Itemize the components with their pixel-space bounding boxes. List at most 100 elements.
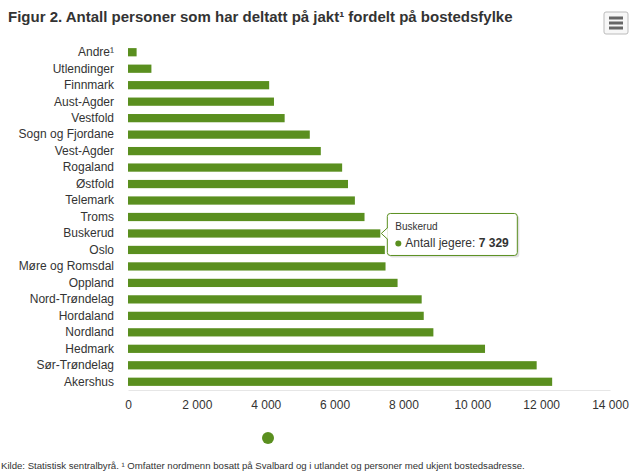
category-tick: Vest-Agder (55, 144, 128, 158)
category-tick: Nordland (65, 325, 128, 339)
bar[interactable] (128, 131, 310, 139)
category-tick: Telemark (65, 193, 128, 207)
x-axis: 0 2 000 4 000 6 000 8 000 10 000 12 000 14 000 (125, 390, 629, 412)
category-label: Østfold (76, 177, 114, 191)
y-axis: Andre¹ Utlendinger Finnmark Aust-Agder Vestf… (19, 45, 129, 391)
bar[interactable] (128, 361, 537, 369)
category-label: Utlendinger (53, 62, 114, 76)
tick-label: 4 000 (251, 398, 281, 412)
tick-label: 0 (125, 398, 132, 412)
tick-label: 12 000 (523, 398, 560, 412)
tick: 12 000 (523, 390, 560, 412)
tooltip-label: Antall jegere: (405, 236, 478, 250)
category-tick: Utlendinger (53, 62, 128, 76)
tick: 10 000 (454, 390, 491, 412)
bar[interactable] (128, 81, 269, 89)
chart: Figur 2. Antall personer som har deltatt… (0, 0, 633, 475)
category-label: Vestfold (71, 111, 114, 125)
bar[interactable] (128, 65, 151, 73)
category-label: Buskerud (63, 226, 114, 240)
tick-label: 8 000 (389, 398, 419, 412)
legend-symbol[interactable] (262, 432, 274, 444)
category-label: Sør-Trøndelag (36, 358, 114, 372)
tooltip: Buskerud Antall jegere: 7 329 (381, 213, 519, 257)
bar[interactable] (128, 114, 285, 122)
category-tick: Oslo (89, 243, 128, 257)
bar[interactable] (128, 312, 424, 320)
category-tick: Vestfold (71, 111, 128, 125)
bar[interactable] (128, 378, 552, 386)
category-label: Oslo (89, 243, 114, 257)
tick: 0 (125, 390, 132, 412)
tick: 6 000 (320, 390, 350, 412)
title: Figur 2. Antall personer som har deltatt… (8, 8, 513, 25)
category-tick: Buskerud (63, 226, 128, 240)
axis-line (129, 390, 611, 391)
category-label: Hordaland (59, 309, 114, 323)
bar[interactable] (128, 345, 485, 353)
category-tick: Aust-Agder (54, 95, 128, 109)
bar[interactable] (128, 295, 422, 303)
category-tick: Møre og Romsdal (19, 259, 128, 273)
category-tick: Finnmark (64, 78, 128, 92)
tick: 14 000 (592, 390, 629, 412)
category-label: Telemark (65, 193, 115, 207)
category-tick: Akershus (64, 375, 128, 389)
bar[interactable] (128, 48, 137, 56)
tooltip-title: Buskerud (395, 221, 437, 232)
tick-label: 2 000 (182, 398, 212, 412)
tick-label: 14 000 (592, 398, 629, 412)
source-note: Kilde: Statistisk sentralbyrå. ¹ Omfatte… (1, 460, 525, 471)
category-tick: Nord-Trøndelag (30, 292, 128, 306)
category-tick: Hedmark (65, 342, 128, 356)
category-label: Nordland (65, 325, 114, 339)
menu-frame[interactable] (604, 12, 628, 34)
tick-label: 10 000 (454, 398, 491, 412)
category-label: Oppland (69, 276, 114, 290)
category-tick: Østfold (76, 177, 128, 191)
tick-label: 6 000 (320, 398, 350, 412)
category-label: Andre¹ (78, 45, 114, 59)
bar[interactable] (128, 98, 274, 106)
category-tick: Sør-Trøndelag (36, 358, 128, 372)
category-label: Troms (80, 210, 114, 224)
bar[interactable] (128, 262, 386, 270)
category-label: Akershus (64, 375, 114, 389)
menu-button[interactable] (604, 12, 628, 34)
category-label: Nord-Trøndelag (30, 292, 114, 306)
menu-line[interactable] (609, 22, 623, 25)
category-tick: Oppland (69, 276, 128, 290)
menu-line[interactable] (609, 17, 623, 20)
tick: 4 000 (251, 390, 281, 412)
category-label: Møre og Romsdal (19, 259, 114, 273)
category-tick: Rogaland (63, 160, 128, 174)
tooltip-symbol (395, 240, 401, 246)
bar[interactable] (128, 229, 380, 237)
category-tick: Sogn og Fjordane (19, 127, 128, 141)
category-label: Vest-Agder (55, 144, 114, 158)
bar[interactable] (128, 279, 398, 287)
category-label: Sogn og Fjordane (19, 127, 115, 141)
bar[interactable] (128, 246, 385, 254)
tooltip-value: 7 329 (479, 236, 509, 250)
bar[interactable] (128, 328, 433, 336)
bar[interactable] (128, 147, 321, 155)
bar[interactable] (128, 180, 348, 188)
category-tick: Andre¹ (78, 45, 128, 59)
category-tick: Troms (80, 210, 128, 224)
bars (128, 48, 552, 386)
tick: 2 000 (182, 390, 212, 412)
tooltip-box (387, 213, 517, 255)
category-label: Aust-Agder (54, 95, 114, 109)
category-label: Finnmark (64, 78, 115, 92)
menu-line[interactable] (609, 27, 623, 30)
tick: 8 000 (389, 390, 419, 412)
category-tick: Hordaland (59, 309, 128, 323)
bar[interactable] (128, 213, 365, 221)
bar[interactable] (128, 196, 355, 204)
tooltip-text: Antall jegere: 7 329 (405, 236, 509, 250)
category-label: Hedmark (65, 342, 115, 356)
category-label: Rogaland (63, 160, 114, 174)
bar[interactable] (128, 163, 342, 171)
tooltip-pointer (381, 227, 388, 239)
